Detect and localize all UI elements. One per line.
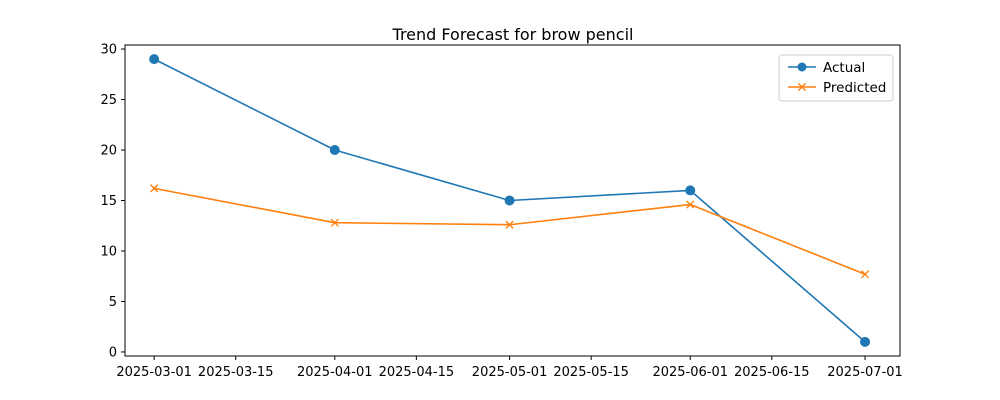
x-tick-label: 2025-05-15 [553,365,629,380]
data-point-actual [329,145,340,156]
y-tick-label: 30 [100,43,117,58]
data-point-predicted [330,218,339,227]
chart-title: Trend Forecast for brow pencil [392,25,634,44]
x-tick-label: 2025-03-01 [116,365,192,380]
legend-marker [797,62,807,72]
x-tick-label: 2025-04-01 [297,365,373,380]
legend: Actual Predicted [778,54,894,102]
data-point-predicted [150,184,159,193]
plot-area: 0 5 10 15 20 25 30 2025-03-01 2025-03-15 2025-04-… [100,43,902,380]
data-point-actual [860,336,871,347]
y-tick-label: 20 [100,144,117,159]
data-point-predicted [860,270,870,279]
x-tick-label: 2025-07-01 [827,365,903,380]
x-tick-label: 2025-05-01 [472,365,548,380]
x-tick-label: 2025-06-01 [652,365,728,380]
legend-label: Actual [823,60,865,76]
y-tick-label: 5 [109,295,117,310]
y-tick-label: 0 [109,345,117,360]
x-tick-label: 2025-06-15 [734,365,810,380]
y-tick-label: 15 [100,194,117,209]
legend-marker [797,82,807,92]
data-point-actual [504,195,515,206]
x-tick-label: 2025-04-15 [379,365,455,380]
data-point-actual [149,54,160,65]
data-point-predicted [505,220,514,229]
y-tick-label: 10 [100,244,117,259]
data-point-predicted [686,200,695,209]
x-tick-label: 2025-03-15 [198,365,274,380]
y-tick-label: 25 [100,93,117,108]
data-point-actual [685,185,696,196]
legend-label: Predicted [823,80,886,96]
